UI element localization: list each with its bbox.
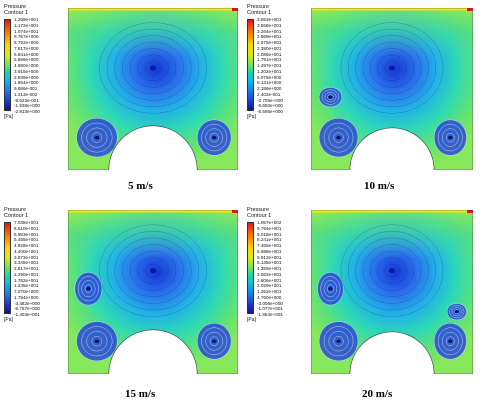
legend-label: 2.806e+001	[257, 277, 282, 283]
legend-label: 9.767e+000	[14, 34, 39, 40]
legend-label: 3.853e+001	[257, 17, 282, 22]
legend-unit: [Pa]	[247, 317, 256, 323]
legend-label: 3.558e+001	[257, 22, 282, 28]
legend-unit: [Pa]	[4, 317, 13, 323]
legend-label: 1.057e+002	[257, 220, 282, 225]
legend-title: Pressure	[4, 207, 27, 213]
legend-label: 1.172e+001	[14, 22, 39, 28]
caption: 5 m/s	[128, 180, 153, 192]
legend-label: 9.794e+001	[257, 225, 282, 231]
legend-label: 2.402e-001	[257, 91, 281, 97]
legend-subtitle: Contour 1	[247, 213, 272, 219]
legend-label: -9.623e-001	[14, 97, 39, 103]
legend-subtitle: Contour 1	[4, 213, 29, 219]
legend-unit: [Pa]	[247, 114, 256, 120]
contour-plot	[311, 8, 473, 170]
legend-label: 2.969e+001	[257, 34, 282, 40]
legend-label: 2.290e+001	[14, 271, 39, 277]
legend-label: 4.359e+001	[257, 266, 282, 271]
legend-label: 6.131e+000	[257, 80, 282, 86]
color-scale-bar	[247, 222, 254, 314]
legend-title: Pressure	[247, 4, 270, 10]
legend-label: -1.077e+001	[257, 306, 283, 312]
legend-label: 3.186e+000	[257, 86, 282, 91]
legend-label: -8.595e+000	[257, 109, 283, 114]
legend-label: -1.854e+001	[257, 312, 283, 317]
legend-label: 9.018e+001	[257, 231, 282, 237]
legend-label: -3.482e+000	[14, 300, 40, 306]
legend-label: 9.078e+000	[257, 74, 282, 80]
color-scale-bar	[247, 19, 254, 111]
legend-subtitle: Contour 1	[247, 10, 272, 16]
legend-label: 8.241e+001	[257, 237, 282, 243]
legend-label: 1.074e+001	[14, 28, 39, 34]
legend-label: 1.252e+001	[257, 289, 282, 294]
legend-label: 4.400e+001	[14, 248, 39, 254]
legend-label: -1.403e+001	[14, 312, 40, 317]
legend-label: 6.510e+001	[14, 225, 39, 231]
legend-label: 7.465e+001	[257, 243, 282, 248]
legend-label: 1.791e+001	[257, 57, 282, 63]
contour-plot	[68, 210, 238, 374]
legend-label: 1.762e+001	[14, 277, 39, 283]
legend-label: -3.006e+000	[257, 300, 283, 306]
legend-label: -1.938e+000	[14, 103, 40, 109]
legend-label: 5.983e+001	[14, 231, 39, 237]
legend-label: 3.915e+000	[14, 68, 39, 74]
legend-label: 4.760e+000	[257, 294, 282, 300]
contour-plot	[68, 8, 238, 170]
legend-label: 1.202e+001	[257, 68, 282, 74]
legend-label: 4.890e+000	[14, 63, 39, 68]
color-scale-bar	[4, 19, 11, 111]
legend-label: 3.345e+001	[14, 260, 39, 266]
legend-label: 1.313e-002	[14, 91, 38, 97]
legend-label: 3.873e+001	[14, 254, 39, 260]
legend-label: 8.792e+000	[14, 40, 39, 45]
legend-label: 5.912e+001	[257, 254, 282, 260]
legend-label: -5.650e+000	[257, 103, 283, 109]
color-scale-bar	[4, 222, 11, 314]
legend-label: 6.841e+000	[14, 51, 39, 57]
legend-label: 3.582e+001	[257, 271, 282, 277]
caption: 20 m/s	[362, 388, 393, 400]
contour-plot	[311, 210, 473, 374]
legend-label: -2.913e+000	[14, 109, 40, 114]
legend-label: 5.135e+001	[257, 260, 282, 266]
legend-title: Pressure	[247, 207, 270, 213]
caption: 10 m/s	[364, 180, 395, 192]
legend-label: 2.029e+001	[257, 283, 282, 289]
legend-label: 2.380e+001	[257, 45, 282, 51]
legend-label: 1.497e+001	[257, 63, 282, 68]
legend-label: 1.235e+001	[14, 283, 39, 289]
legend-label: 4.928e+001	[14, 243, 39, 248]
legend-label: 6.688e+001	[257, 248, 282, 254]
legend-subtitle: Contour 1	[4, 10, 29, 16]
legend-label: 7.070e+000	[14, 289, 39, 294]
legend-title: Pressure	[4, 4, 27, 10]
legend-label: 5.866e+000	[14, 57, 39, 63]
legend-label: 2.675e+001	[257, 40, 282, 45]
legend-label: 1.269e+001	[14, 17, 39, 22]
legend-label: 2.817e+001	[14, 266, 39, 271]
legend-label: 7.038e+001	[14, 220, 39, 225]
legend-label: 9.886e-001	[14, 86, 38, 91]
legend-unit: [Pa]	[4, 114, 13, 120]
legend-label: 1.794e+000	[14, 294, 39, 300]
legend-label: 7.817e+000	[14, 45, 39, 51]
legend-label: 5.455e+001	[14, 237, 39, 243]
legend-label: -2.705e+000	[257, 97, 283, 103]
legend-label: 3.264e+001	[257, 28, 282, 34]
legend-label: 1.964e+000	[14, 80, 39, 86]
caption: 15 m/s	[125, 388, 156, 400]
legend-label: -8.757e+000	[14, 306, 40, 312]
legend-label: 2.939e+000	[14, 74, 39, 80]
legend-label: 2.086e+001	[257, 51, 282, 57]
